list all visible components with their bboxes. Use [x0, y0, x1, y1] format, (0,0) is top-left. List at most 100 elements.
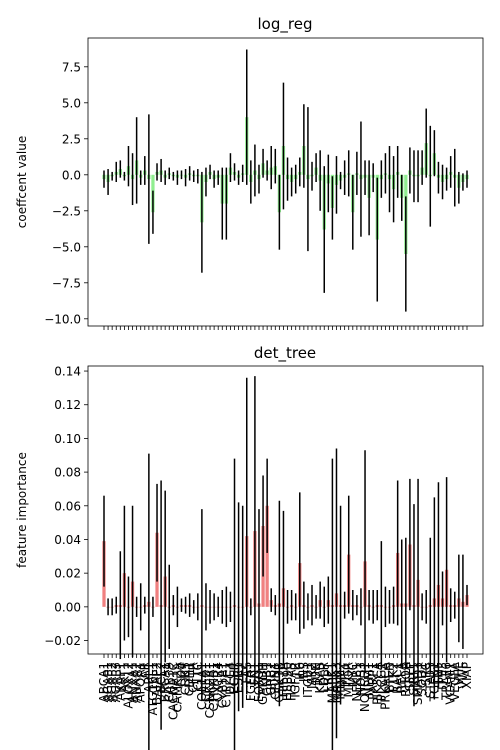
det-tree-x-tick-label: GRIN1	[268, 662, 282, 700]
det-tree-x-tick-label: ATG16L1	[146, 662, 160, 716]
det-tree-x-tick-label: GNB1	[260, 662, 274, 696]
det-tree-y-tick-label: 0.02	[54, 567, 81, 581]
det-tree-x-tick-label: NOTCH1	[358, 662, 372, 712]
det-tree-x-tick-label: ABCA1	[97, 662, 111, 702]
det-tree-x-tick-label: XIAP	[460, 662, 474, 689]
log-reg-y-tick-label: 2.5	[62, 132, 81, 146]
det-tree-x-tick-label: FAS	[240, 662, 254, 684]
det-tree-x-tick-label: TGFB1	[427, 662, 441, 702]
det-tree-bars	[102, 376, 469, 750]
log-reg-y-axis-label: coeffcent value	[15, 136, 29, 228]
det-tree-x-tick-label: MET	[338, 661, 352, 687]
det-tree-x-tick-label: CYP1A1	[215, 662, 229, 708]
det-tree-x-tick-label: SRC	[419, 662, 433, 686]
det-tree-x-tick-label: ANXA2	[130, 662, 144, 703]
det-tree-y-tick-label: 0.00	[54, 600, 81, 614]
log-reg-y-tick-label: −5.0	[52, 240, 81, 254]
det-tree-x-tick-label: EGFR	[228, 662, 242, 694]
det-tree-x-tick-label: GSK3B	[272, 662, 286, 703]
det-tree-x-tick-label: KRAS	[313, 662, 327, 694]
det-tree-x-tick-label: HIF1A	[276, 661, 290, 697]
det-tree-x-tick-label: CXCR4	[211, 662, 225, 702]
det-tree-x-tick-label: RAC1	[391, 662, 405, 694]
det-tree-x-tick-label: CACNA1C	[166, 662, 180, 720]
det-tree-x-tick-label: VWF	[456, 662, 470, 689]
log-reg-y-tick-label: −2.5	[52, 204, 81, 218]
det-tree-x-tick-label: AGAP2	[105, 662, 119, 702]
log-reg-title: log_reg	[258, 15, 313, 34]
det-tree-y-tick-label: −0.02	[44, 634, 81, 648]
det-tree-y-tick-label: 0.06	[54, 499, 81, 513]
det-tree-x-tick-label: ITGB1	[301, 662, 315, 698]
log-reg-y-tick-label: 7.5	[62, 60, 81, 74]
det-tree-x-tick-label: PIK3CA	[370, 661, 384, 705]
det-tree-y-tick-label: 0.08	[54, 466, 81, 480]
det-tree-x-tick-label: IGF1R	[289, 662, 303, 698]
det-tree-x-tick-label: CAB39	[162, 662, 176, 702]
det-tree-x-tick-label: CSNK2A1	[203, 662, 217, 718]
det-tree-x-tick-label: DLG4	[223, 662, 237, 695]
det-tree-x-tick-label: VCAM1	[444, 662, 458, 705]
det-tree-x-tick-label: FGFR1	[244, 662, 258, 701]
det-tree-x-tick-label: RELA	[395, 661, 409, 693]
det-tree-x-tick-label: CAMK2A	[170, 661, 184, 712]
det-tree-x-tick-label: LRP1	[321, 662, 335, 692]
det-tree-x-tick-label: CDH1	[183, 662, 197, 696]
det-tree-x-tick-label: TRAF6	[440, 662, 454, 701]
det-tree-x-tick-label: MAPK1	[325, 662, 339, 703]
det-tree-x-tick-label: F2	[236, 662, 250, 677]
det-tree-x-tick-label: BRCA1	[158, 662, 172, 702]
det-tree-x-tick-label: GRB2	[264, 662, 278, 696]
det-tree-x-tick-label: ESR1	[232, 662, 246, 693]
det-tree-x-tick-label: HSPA5	[285, 662, 299, 701]
det-tree-x-tick-label: AR	[138, 662, 152, 679]
log-reg-x-ticks	[103, 326, 468, 330]
det-tree-x-tick-label: CLTC	[191, 662, 205, 690]
log-reg-subplot: log_reg coeffcent value −10.0 −7.5 −5.0 −2.…	[15, 15, 484, 330]
det-tree-x-tick-label: PTEN	[383, 662, 397, 693]
det-tree-x-tick-label: SELP	[403, 662, 417, 691]
det-tree-y-tick-label: 0.10	[54, 432, 81, 446]
det-tree-x-tick-label: FN1	[248, 662, 262, 686]
det-tree-x-tick-label: JAK2	[305, 662, 319, 690]
det-tree-x-tick-label: CDK5	[179, 662, 193, 695]
det-tree-x-tick-label: CTNNB1	[207, 662, 221, 712]
det-tree-x-tick-label: SIRT1	[407, 662, 421, 696]
det-tree-x-tick-label: BAIAP2	[150, 662, 164, 705]
det-tree-y-ticks: −0.02 0.00 0.02 0.04 0.06 0.08 0.10 0.12 0.14	[44, 365, 88, 648]
det-tree-x-tick-label: NFKB1	[350, 662, 364, 702]
det-tree-x-tick-label: MAPK3	[329, 662, 343, 703]
det-tree-x-tick-label: CFTR	[187, 662, 201, 693]
det-tree-axes-frame	[87, 365, 484, 655]
det-tree-title: det_tree	[254, 344, 316, 363]
det-tree-x-tick-label: APOA1	[134, 662, 148, 703]
det-tree-x-tick-label: CREB1	[199, 662, 213, 702]
det-tree-x-tick-label: MDM2	[334, 662, 348, 700]
log-reg-y-tick-label: 0.0	[62, 168, 81, 182]
det-tree-x-tick-label: VHL	[452, 662, 466, 686]
det-tree-x-tick-label: PRKACA	[378, 661, 392, 710]
det-tree-x-tick-label: GAPDH	[256, 662, 270, 705]
det-tree-x-tick-label: MTOR	[342, 662, 356, 697]
log-reg-axes-frame	[87, 37, 484, 327]
det-tree-x-tick-label: INS	[297, 662, 311, 682]
det-tree-x-tick-label: PTK2	[387, 662, 401, 692]
det-tree-x-ticks: ABCA1AGAP1AGAP2AGAP3AKAP1AKT1ALOX12ANXA1…	[97, 654, 474, 720]
det-tree-x-tick-label: ANXA1	[126, 662, 140, 703]
det-tree-bar	[265, 505, 269, 607]
det-tree-y-axis-label: feature importance	[15, 452, 29, 568]
det-tree-x-tick-label: AGAP1	[101, 662, 115, 702]
det-tree-x-tick-label: TP53	[436, 662, 450, 693]
det-tree-x-tick-label: BCL2	[154, 662, 168, 693]
log-reg-y-tick-label: −10.0	[44, 312, 81, 326]
det-tree-x-tick-label: PARP1	[366, 662, 380, 700]
det-tree-x-tick-label: NOS3	[354, 662, 368, 696]
det-tree-x-tick-label: NPM1	[362, 662, 376, 696]
det-tree-x-tick-label: ALOX12	[121, 662, 135, 709]
det-tree-x-tick-label: SOD1	[415, 662, 429, 696]
det-tree-x-tick-label: STAT3	[423, 662, 437, 698]
det-tree-y-tick-label: 0.04	[54, 533, 81, 547]
det-tree-y-tick-label: 0.14	[54, 365, 81, 379]
